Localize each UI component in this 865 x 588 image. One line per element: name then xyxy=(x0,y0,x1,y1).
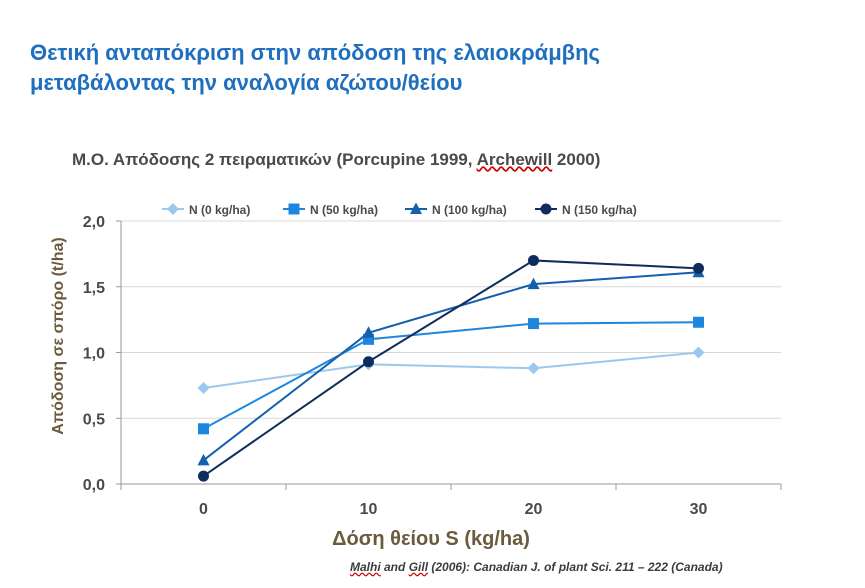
legend-marker xyxy=(288,203,300,215)
data-point-series-1 xyxy=(198,423,209,435)
data-point-series-2 xyxy=(197,453,210,466)
x-tick-label: 20 xyxy=(525,501,543,518)
series-line-1 xyxy=(203,321,699,430)
chart-title-part-1: Μ.Ο. Απόδοσης 2 πειραματικών (Porcupine … xyxy=(72,150,477,169)
slide-title-line-2: μεταβάλοντας την αναλογία αζώτου/θείου xyxy=(30,70,463,95)
x-tick-label: 30 xyxy=(690,501,708,518)
y-tick-label: 0,5 xyxy=(83,411,105,428)
chart-title: Μ.Ο. Απόδοσης 2 πειραματικών (Porcupine … xyxy=(72,150,600,170)
y-tick-label: 2,0 xyxy=(83,214,105,231)
slide-title-line-1: Θετική ανταπόκριση στην απόδοση της ελαι… xyxy=(30,40,600,65)
legend-label: N (100 kg/ha) xyxy=(432,203,507,217)
data-point-series-3 xyxy=(363,356,374,368)
y-tick-label: 0,0 xyxy=(83,477,105,494)
chart-title-part-2: Archewill xyxy=(476,150,553,169)
legend-marker xyxy=(540,203,552,215)
data-point-series-3 xyxy=(528,254,539,266)
series-line-0 xyxy=(203,351,699,389)
x-tick-label: 10 xyxy=(360,501,378,518)
data-point-series-0 xyxy=(692,346,705,359)
data-point-series-2 xyxy=(527,277,540,290)
data-point-series-1 xyxy=(528,318,539,330)
y-axis-title: Απόδοση σε σπόρο (t/ha) xyxy=(50,237,67,434)
y-tick-label: 1,0 xyxy=(83,346,105,363)
citation-author-1: Malhi xyxy=(350,560,381,574)
data-point-series-1 xyxy=(363,333,374,345)
data-point-series-1 xyxy=(693,316,704,328)
citation-and: and xyxy=(380,560,409,574)
series-line-2 xyxy=(202,271,699,462)
data-point-series-0 xyxy=(527,362,540,375)
data-point-series-3 xyxy=(198,470,209,482)
legend-label: N (150 kg/ha) xyxy=(562,203,637,217)
legend-marker xyxy=(167,203,179,215)
legend-marker xyxy=(410,202,422,214)
y-tick-label: 1,5 xyxy=(83,280,105,297)
x-axis-title: Δόση θείου S (kg/ha) xyxy=(332,528,530,550)
citation-rest: (2006): Canadian J. of plant Sci. 211 – … xyxy=(428,560,723,574)
series-line-3 xyxy=(202,259,699,477)
data-point-series-3 xyxy=(693,262,704,274)
data-point-series-2 xyxy=(362,326,375,338)
slide-title: Θετική ανταπόκριση στην απόδοση της ελαι… xyxy=(30,38,600,98)
citation: Malhi and Gill (2006): Canadian J. of pl… xyxy=(350,560,723,574)
x-tick-label: 0 xyxy=(199,501,208,518)
chart-title-part-3: 2000) xyxy=(552,150,601,169)
legend-label: N (0 kg/ha) xyxy=(189,203,250,217)
legend-label: N (50 kg/ha) xyxy=(310,203,378,217)
citation-author-2: Gill xyxy=(408,560,429,574)
data-point-series-0 xyxy=(197,382,210,395)
